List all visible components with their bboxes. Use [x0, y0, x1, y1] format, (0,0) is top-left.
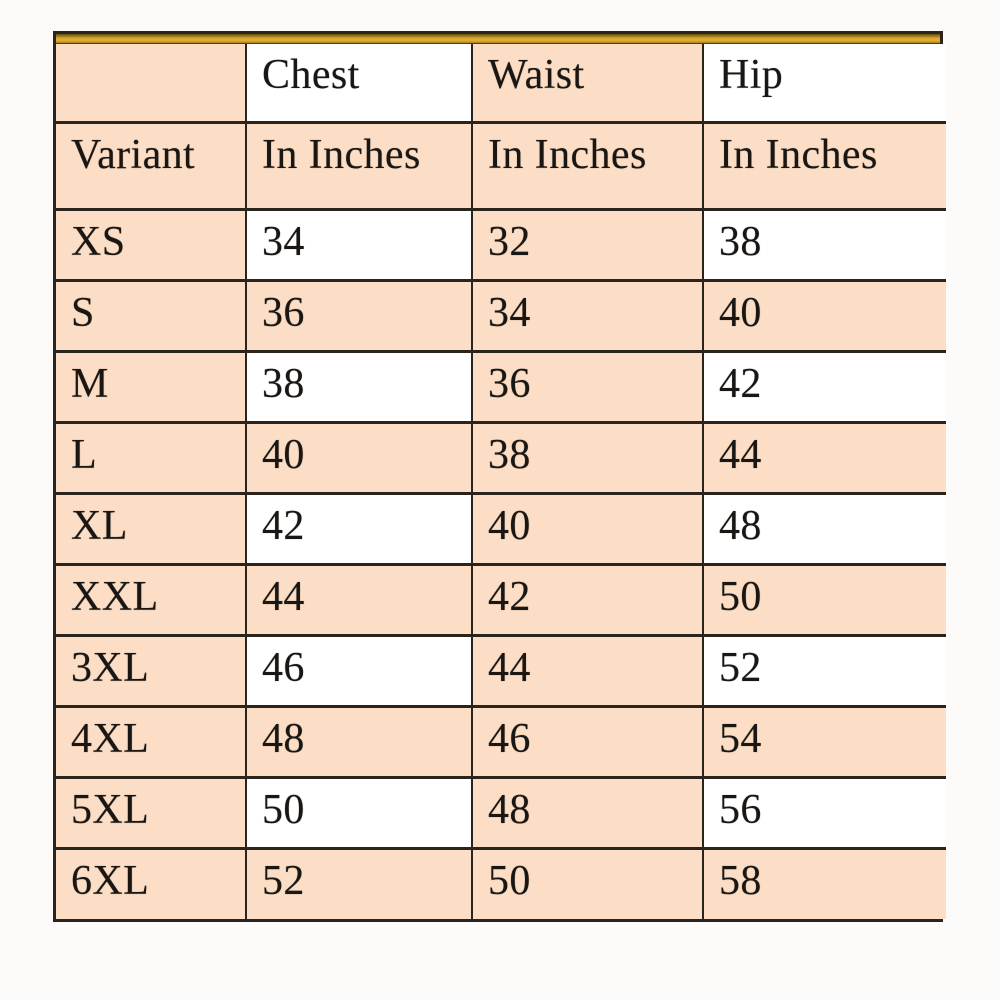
chest-value: 36 [245, 278, 472, 351]
hip-unit-header: In Inches [702, 120, 946, 209]
size-chart-table: Chest Waist Hip Variant In Inches In Inc… [53, 31, 946, 922]
waist-value: 36 [471, 349, 703, 422]
waist-value: 42 [471, 562, 703, 635]
waist-value: 40 [471, 491, 703, 564]
variant-cell: 5XL [56, 775, 246, 848]
waist-value: 32 [471, 207, 703, 280]
chest-value: 52 [245, 846, 472, 919]
variant-column-header: Variant [56, 120, 246, 209]
corner-blank-cell [56, 44, 246, 122]
hip-value: 48 [702, 491, 946, 564]
variant-cell: XS [56, 207, 246, 280]
hip-value: 52 [702, 633, 946, 706]
hip-value: 58 [702, 846, 946, 919]
variant-cell: L [56, 420, 246, 493]
chest-value: 48 [245, 704, 472, 777]
hip-value: 42 [702, 349, 946, 422]
table-row-6xl: 6XL 52 50 58 [56, 846, 946, 919]
chest-column-header: Chest [245, 44, 472, 122]
measurements-table: Chest Waist Hip Variant In Inches In Inc… [56, 44, 946, 919]
hip-value: 38 [702, 207, 946, 280]
chest-value: 42 [245, 491, 472, 564]
waist-value: 38 [471, 420, 703, 493]
table-row-l: L 40 38 44 [56, 420, 946, 493]
waist-value: 46 [471, 704, 703, 777]
table-top-accent-stripe [56, 34, 940, 44]
variant-cell: M [56, 349, 246, 422]
chest-value: 44 [245, 562, 472, 635]
hip-value: 54 [702, 704, 946, 777]
chest-unit-header: In Inches [245, 120, 472, 209]
variant-cell: 3XL [56, 633, 246, 706]
variant-cell: S [56, 278, 246, 351]
waist-value: 34 [471, 278, 703, 351]
table-row-3xl: 3XL 46 44 52 [56, 633, 946, 706]
waist-column-header: Waist [471, 44, 703, 122]
chest-value: 34 [245, 207, 472, 280]
waist-unit-header: In Inches [471, 120, 703, 209]
hip-column-header: Hip [702, 44, 946, 122]
header-unit-row: Variant In Inches In Inches In Inches [56, 120, 946, 209]
hip-value: 44 [702, 420, 946, 493]
chest-value: 38 [245, 349, 472, 422]
variant-cell: XL [56, 491, 246, 564]
table-row-xs: XS 34 32 38 [56, 207, 946, 280]
variant-cell: 6XL [56, 846, 246, 919]
waist-value: 48 [471, 775, 703, 848]
table-row-xl: XL 42 40 48 [56, 491, 946, 564]
hip-value: 40 [702, 278, 946, 351]
variant-cell: XXL [56, 562, 246, 635]
variant-cell: 4XL [56, 704, 246, 777]
table-row-5xl: 5XL 50 48 56 [56, 775, 946, 848]
header-group-row: Chest Waist Hip [56, 44, 946, 122]
waist-value: 50 [471, 846, 703, 919]
table-row-s: S 36 34 40 [56, 278, 946, 351]
chest-value: 40 [245, 420, 472, 493]
table-row-xxl: XXL 44 42 50 [56, 562, 946, 635]
table-row-m: M 38 36 42 [56, 349, 946, 422]
waist-value: 44 [471, 633, 703, 706]
hip-value: 50 [702, 562, 946, 635]
chest-value: 46 [245, 633, 472, 706]
chest-value: 50 [245, 775, 472, 848]
table-row-4xl: 4XL 48 46 54 [56, 704, 946, 777]
hip-value: 56 [702, 775, 946, 848]
